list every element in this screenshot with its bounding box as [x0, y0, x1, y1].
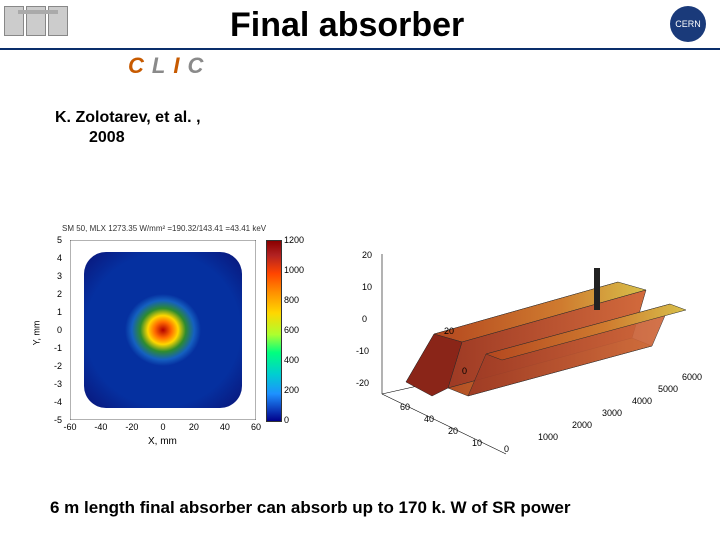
- svg-text:0: 0: [504, 444, 509, 454]
- surface-plot: 20 10 0 -10 -20 20 0 60 40 20 10 0 1000 …: [336, 228, 712, 466]
- heatmap-yticks: 54321 0-1-2-3-4-5: [38, 240, 66, 420]
- citation-line1: K. Zolotarev, et al. ,: [55, 108, 201, 128]
- svg-text:6000: 6000: [682, 372, 702, 382]
- svg-text:-10: -10: [356, 346, 369, 356]
- svg-text:3000: 3000: [602, 408, 622, 418]
- svg-text:5000: 5000: [658, 384, 678, 394]
- heatmap-figure: SM 50, MLX 1273.35 W/mm² =190.32/143.41 …: [38, 228, 322, 448]
- svg-text:60: 60: [400, 402, 410, 412]
- svg-text:0: 0: [462, 366, 467, 376]
- svg-text:2000: 2000: [572, 420, 592, 430]
- header-decoration: [0, 0, 120, 40]
- svg-text:-20: -20: [356, 378, 369, 388]
- svg-text:40: 40: [424, 414, 434, 424]
- heatmap-xticks: -60-40-200 204060: [70, 422, 256, 436]
- svg-text:20: 20: [448, 426, 458, 436]
- citation-line2: 2008: [89, 128, 201, 148]
- heatmap-caption: SM 50, MLX 1273.35 W/mm² =190.32/143.41 …: [62, 224, 266, 233]
- cern-logo: CERN: [670, 6, 706, 42]
- colorbar-ticks: 12001000800 6004002000: [284, 240, 320, 420]
- clic-logo: CLIC: [128, 53, 211, 79]
- heatmap-plot: [70, 240, 256, 420]
- svg-text:10: 10: [472, 438, 482, 448]
- heatmap-xlabel: X, mm: [148, 436, 177, 447]
- surface-figure: 20 10 0 -10 -20 20 0 60 40 20 10 0 1000 …: [336, 228, 712, 466]
- citation: K. Zolotarev, et al. , 2008: [55, 108, 201, 148]
- title-underline: [0, 48, 720, 50]
- page-title: Final absorber: [230, 6, 464, 45]
- svg-text:1000: 1000: [538, 432, 558, 442]
- svg-text:4000: 4000: [632, 396, 652, 406]
- svg-text:0: 0: [362, 314, 367, 324]
- svg-text:20: 20: [444, 326, 454, 336]
- footer-caption: 6 m length final absorber can absorb up …: [50, 498, 570, 518]
- svg-text:20: 20: [362, 250, 372, 260]
- svg-text:10: 10: [362, 282, 372, 292]
- heatmap-colorbar: [266, 240, 282, 422]
